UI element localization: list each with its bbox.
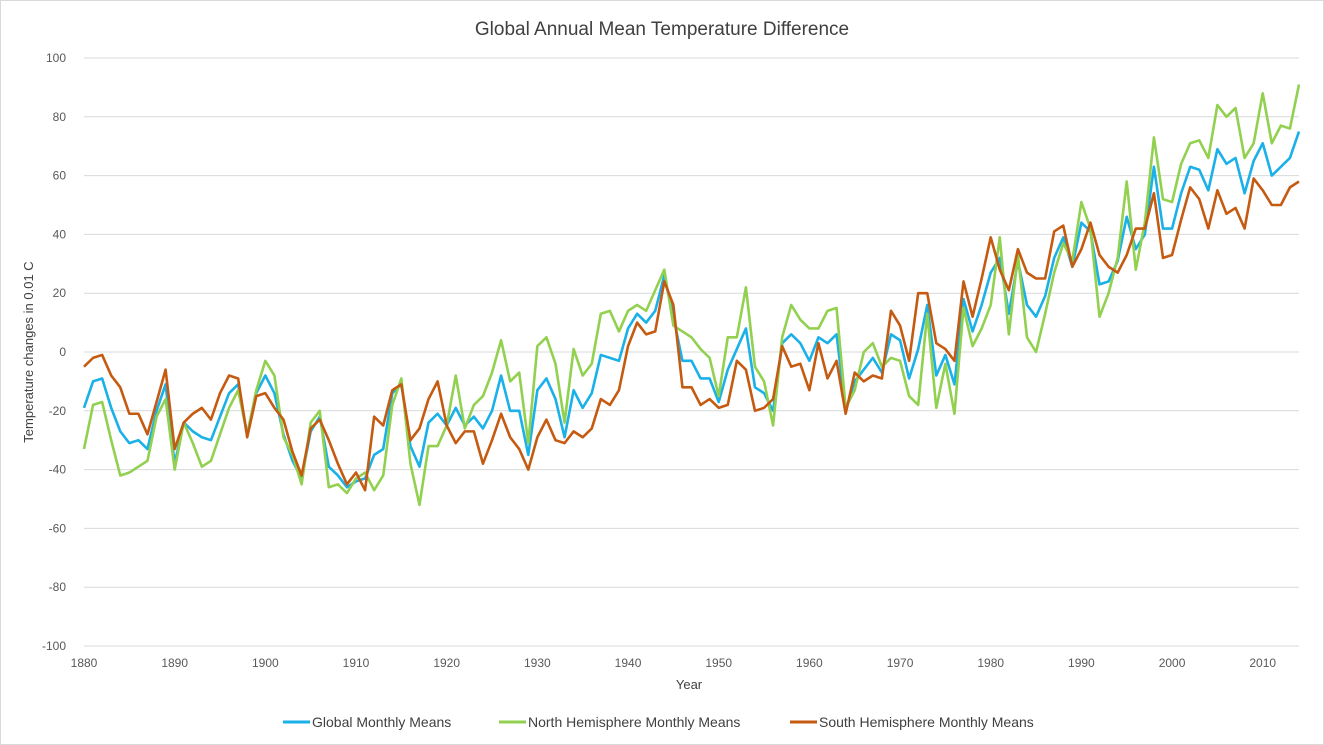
series-lines <box>82 84 1301 507</box>
series-line-2 <box>83 177 1300 492</box>
legend: Global Monthly Means North Hemisphere Mon… <box>283 714 1034 730</box>
x-tick-label: 1900 <box>252 656 279 670</box>
y-tick-label: 80 <box>53 110 67 124</box>
x-tick-label: 1980 <box>977 656 1004 670</box>
y-tick-label: 100 <box>46 51 66 65</box>
y-axis-title: Temperature changes in 0.01 C <box>21 261 36 442</box>
x-tick-label: 1970 <box>887 656 914 670</box>
legend-label-2: South Hemisphere Monthly Means <box>819 714 1034 730</box>
y-tick-label: 20 <box>53 286 67 300</box>
gridlines <box>84 57 1299 647</box>
chart-title: Global Annual Mean Temperature Differenc… <box>475 19 849 40</box>
y-axis-ticks: -100 -80 -60 -40 -20 0 20 40 60 80 100 <box>42 51 66 653</box>
y-tick-label: -60 <box>49 521 67 535</box>
y-tick-label: 0 <box>59 345 66 359</box>
x-tick-label: 1880 <box>71 656 98 670</box>
x-axis-title: Year <box>676 677 703 692</box>
x-tick-label: 1920 <box>433 656 460 670</box>
series-line-0 <box>82 131 1301 489</box>
legend-label-0: Global Monthly Means <box>312 714 451 730</box>
x-tick-label: 1930 <box>524 656 551 670</box>
series-line-1 <box>82 84 1301 507</box>
legend-label-1: North Hemisphere Monthly Means <box>528 714 740 730</box>
y-tick-label: -80 <box>49 580 67 594</box>
y-tick-label: -40 <box>49 463 67 477</box>
x-tick-label: 2010 <box>1249 656 1276 670</box>
x-tick-label: 1940 <box>615 656 642 670</box>
y-tick-label: -100 <box>42 639 66 653</box>
x-tick-label: 1890 <box>161 656 188 670</box>
y-tick-label: 60 <box>53 169 67 183</box>
x-tick-label: 1960 <box>796 656 823 670</box>
x-tick-label: 1910 <box>343 656 370 670</box>
x-tick-label: 1990 <box>1068 656 1095 670</box>
x-tick-label: 2000 <box>1159 656 1186 670</box>
y-tick-label: 40 <box>53 227 67 241</box>
x-tick-label: 1950 <box>705 656 732 670</box>
y-tick-label: -20 <box>49 404 67 418</box>
x-axis-ticks: 1880 1890 1900 1910 1920 1930 1940 1950 1960 1970… <box>71 656 1277 670</box>
